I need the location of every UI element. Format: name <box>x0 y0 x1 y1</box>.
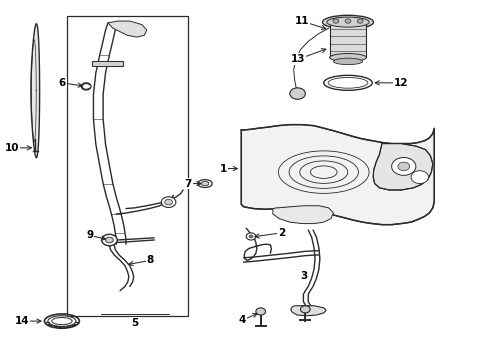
Circle shape <box>161 197 176 207</box>
Circle shape <box>165 199 172 205</box>
Ellipse shape <box>327 17 369 27</box>
Text: 12: 12 <box>375 78 409 88</box>
Circle shape <box>81 83 91 90</box>
Ellipse shape <box>328 77 368 88</box>
Bar <box>93 62 122 66</box>
Text: 10: 10 <box>5 143 31 153</box>
Circle shape <box>249 235 253 238</box>
Text: 4: 4 <box>239 314 257 325</box>
Text: 3: 3 <box>301 271 308 282</box>
Text: 8: 8 <box>129 255 154 266</box>
Ellipse shape <box>322 15 373 29</box>
Ellipse shape <box>197 180 212 188</box>
Circle shape <box>333 19 339 23</box>
Text: 9: 9 <box>86 230 106 240</box>
Circle shape <box>300 306 310 313</box>
Circle shape <box>290 88 305 99</box>
Bar <box>330 23 367 58</box>
Ellipse shape <box>48 316 76 327</box>
Ellipse shape <box>334 58 363 64</box>
Ellipse shape <box>330 54 367 62</box>
Polygon shape <box>31 24 40 158</box>
Circle shape <box>357 19 363 23</box>
Text: 5: 5 <box>131 317 138 328</box>
Text: 1: 1 <box>220 163 237 174</box>
Polygon shape <box>373 144 433 190</box>
Text: 6: 6 <box>58 78 82 88</box>
Circle shape <box>411 171 428 184</box>
Polygon shape <box>291 306 326 316</box>
Circle shape <box>102 234 117 246</box>
Text: 7: 7 <box>185 179 201 189</box>
Text: 11: 11 <box>294 16 326 30</box>
Ellipse shape <box>201 181 209 186</box>
Polygon shape <box>108 21 147 37</box>
Circle shape <box>246 233 256 240</box>
Text: 2: 2 <box>255 228 285 238</box>
Polygon shape <box>273 206 334 224</box>
Text: 14: 14 <box>14 316 41 326</box>
Circle shape <box>345 19 351 23</box>
Bar <box>67 16 188 316</box>
Circle shape <box>256 308 266 315</box>
Polygon shape <box>242 125 434 225</box>
Circle shape <box>105 237 113 243</box>
Circle shape <box>392 157 416 175</box>
Circle shape <box>398 162 410 171</box>
Text: 13: 13 <box>291 49 326 64</box>
